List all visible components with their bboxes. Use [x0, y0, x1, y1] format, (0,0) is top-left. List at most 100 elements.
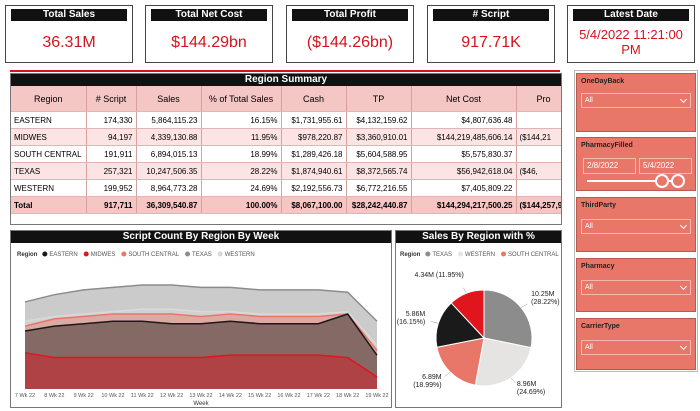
x-tick-label: 12 Wk 22 — [160, 393, 183, 399]
area-fill — [25, 309, 377, 389]
legend-label: MIDWES — [91, 252, 116, 258]
total-row: Total 917,711 36,309,540.87 100.00% $8,067,1… — [11, 196, 561, 214]
table-cell: EASTERN — [11, 111, 87, 129]
x-tick-label: 15 Wk 22 — [248, 393, 271, 399]
x-tick-label: 8 Wk 22 — [44, 393, 64, 399]
x-tick-label: 17 Wk 22 — [307, 393, 330, 399]
data-label: 10.25M (28.22%) — [531, 290, 560, 306]
total-cell: 36,309,540.87 — [136, 196, 202, 214]
table-cell: 94,197 — [86, 128, 137, 146]
leader-line — [463, 287, 467, 294]
column-header: # Script — [86, 86, 137, 112]
slicer: ThirdParty All — [576, 197, 696, 252]
kpi-title: Total Net Cost — [151, 9, 267, 21]
table-cell: SOUTH CENTRAL — [11, 145, 87, 163]
table-row: WESTERN 199,952 8,964,773.28 24.69% $2,192,5… — [11, 179, 561, 197]
divider — [10, 70, 560, 72]
kpi-value: ($144.26bn) — [306, 33, 394, 51]
area-line — [24, 313, 378, 356]
kpi-title: Total Profit — [292, 9, 408, 21]
legend-marker — [425, 251, 431, 257]
total-cell: ($144,257,9 — [516, 196, 561, 214]
table-cell: 174,330 — [86, 111, 137, 129]
total-cell: $144,294,217,500.25 — [411, 196, 517, 214]
area-fill — [25, 352, 377, 389]
pie-slice — [450, 289, 485, 340]
x-axis-title: Week — [193, 401, 209, 406]
slicer-pane — [574, 70, 698, 372]
area-chart: Region EASTERN MIDWES SOUTH CENTRAL TEXAS WES… — [15, 251, 389, 407]
slider-track — [587, 180, 673, 182]
legend-marker — [83, 251, 89, 257]
table-cell: $8,372,565.74 — [346, 162, 412, 180]
slicer-dropdown[interactable]: All — [581, 219, 691, 234]
region-summary: Region Summary Region # Script Sales% of T… — [10, 73, 562, 225]
legend-marker — [217, 251, 223, 257]
table-cell: 18.99% — [201, 145, 282, 163]
kpi-title: Total Sales — [11, 9, 127, 21]
date-to[interactable]: 5/4/2022 — [639, 158, 692, 174]
slicer-title: OneDayBack — [581, 78, 625, 85]
table-title: Region Summary — [11, 74, 561, 86]
slicer-dropdown[interactable]: All — [581, 93, 691, 108]
legend-marker — [42, 251, 48, 257]
kpi-card: # Script 917.71K — [427, 5, 555, 63]
legend-label: EASTERN — [49, 252, 77, 258]
table-cell: $6,772,216.55 — [346, 179, 412, 197]
table-cell: 4,339,130.88 — [136, 128, 202, 146]
table-cell: 199,952 — [86, 179, 137, 197]
pie-slice — [435, 302, 485, 348]
data-label: 6.89M (18.99%) — [413, 374, 442, 390]
column-header: % of Total Sales — [201, 86, 282, 112]
table-cell: 191,911 — [86, 145, 137, 163]
region-table: Region # Script Sales% of Total Sales Cash T… — [11, 86, 561, 214]
legend-label: SOUTH CENTRAL — [128, 252, 179, 258]
legend-label: SOUTH CENTRAL — [508, 252, 559, 258]
table-cell: $2,192,556.73 — [281, 179, 347, 197]
area-fill — [25, 314, 377, 389]
header-row: Region # Script Sales% of Total Sales Cash T… — [11, 86, 561, 112]
slider-handle[interactable] — [655, 174, 669, 188]
table-cell: 10,247,506.35 — [136, 162, 202, 180]
slicer-dropdown[interactable]: All — [581, 340, 691, 355]
slicer-title: ThirdParty — [581, 202, 617, 209]
legend-title: Region — [400, 252, 421, 258]
slicer-title: PharmacyFilled — [581, 142, 633, 149]
legend-marker — [185, 251, 191, 257]
legend-marker — [458, 251, 464, 257]
column-header: TP — [346, 86, 412, 112]
slicer: PharmacyFilled 2/8/2022 5/4/2022 — [576, 137, 696, 191]
table-cell: TEXAS — [11, 162, 87, 180]
slicer-title: CarrierType — [581, 323, 620, 330]
pie-panel: Sales By Region with % Region TEXAS WESTER… — [395, 230, 562, 408]
table-cell: $3,360,910.01 — [346, 128, 412, 146]
kpi-value: 36.31M — [42, 33, 96, 51]
area-panel: Script Count By Region By Week Region EAS… — [10, 230, 392, 408]
column-header: Pro — [516, 86, 561, 112]
area-title: Script Count By Region By Week — [11, 231, 391, 243]
table-row: SOUTH CENTRAL 191,911 6,894,015.13 18.99% $1… — [11, 145, 561, 163]
table-cell: $4,132,159.62 — [346, 111, 412, 129]
column-header: Region — [11, 86, 87, 112]
slicer: CarrierType All — [576, 318, 696, 370]
table-cell: 8,964,773.28 — [136, 179, 202, 197]
slider-handle[interactable] — [671, 174, 685, 188]
legend-marker — [501, 251, 507, 257]
table-cell: $1,731,955.61 — [281, 111, 347, 129]
slicer-dropdown[interactable]: All — [581, 280, 691, 295]
column-header: Sales — [136, 86, 202, 112]
table-cell: 24.69% — [201, 179, 282, 197]
total-cell: 917,711 — [86, 196, 137, 214]
x-tick-label: 10 Wk 22 — [101, 393, 124, 399]
table-row: MIDWES 94,197 4,339,130.88 11.95% $978,220.8… — [11, 128, 561, 146]
table-cell: $1,874,940.61 — [281, 162, 347, 180]
leader-line — [430, 321, 439, 324]
legend-marker — [121, 251, 127, 257]
leader-line — [510, 377, 516, 383]
x-tick-label: 16 Wk 22 — [277, 393, 300, 399]
date-from[interactable]: 2/8/2022 — [583, 158, 636, 174]
table-cell: 5,864,115.23 — [136, 111, 202, 129]
table-cell: MIDWES — [11, 128, 87, 146]
table-cell: $144,219,485,606.14 — [411, 128, 517, 146]
